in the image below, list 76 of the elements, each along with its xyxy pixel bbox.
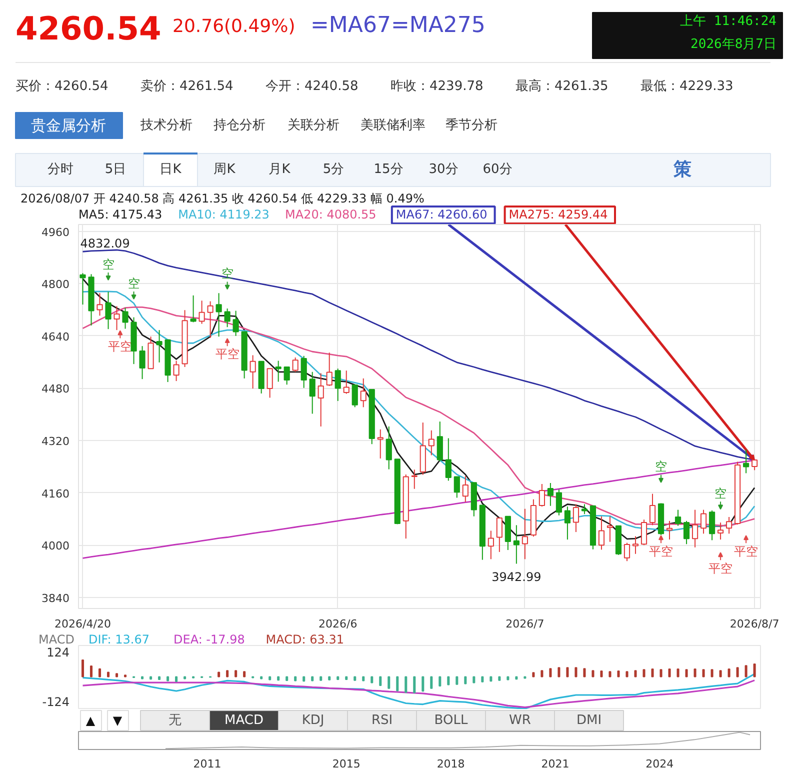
x-tick-label: 2026/8/7 bbox=[730, 618, 780, 630]
text: 60分 bbox=[482, 162, 512, 177]
text: DEA: -17.98 bbox=[174, 632, 245, 646]
text: 最低：4229.33 bbox=[640, 79, 734, 94]
text: 2026年8月7日 bbox=[690, 37, 777, 52]
text: KDJ bbox=[302, 713, 324, 728]
text: 卖价：4261.54 bbox=[140, 79, 234, 94]
x-tick-label: 2026/7 bbox=[506, 618, 544, 630]
y-tick-label: 3840 bbox=[42, 592, 70, 605]
x-tick-label: 2011 bbox=[193, 758, 222, 769]
annotation: 4832.09 bbox=[80, 236, 130, 251]
annotation: 空 bbox=[128, 276, 140, 290]
chart-title: MACD bbox=[38, 632, 74, 646]
y-tick-label: 4800 bbox=[42, 278, 70, 292]
text: ▼ bbox=[112, 714, 123, 728]
annotation: MA67: 4260.60 bbox=[396, 208, 488, 222]
y-tick-label: 4640 bbox=[42, 330, 70, 344]
text: 季节分析 bbox=[446, 118, 498, 133]
text: 贵金属分析 bbox=[31, 116, 106, 134]
x-tick-label: 2018 bbox=[436, 758, 465, 769]
x-tick-label: 2026/4/20 bbox=[54, 618, 111, 630]
chart-subtitle: 2026/08/07 开 4240.58 高 4261.35 收 4260.54 低 4229.33 幅 0.49% bbox=[20, 192, 424, 206]
text: 持仓分析 bbox=[214, 118, 266, 133]
x-tick-label: 2024 bbox=[646, 758, 674, 769]
annotation: 平空 bbox=[734, 544, 758, 558]
text: ▲ bbox=[86, 714, 96, 728]
text: 周K bbox=[214, 162, 236, 177]
text: BOLL bbox=[434, 713, 468, 728]
x-tick-label: 2026/6 bbox=[318, 618, 358, 630]
annotation: 空 bbox=[102, 257, 114, 272]
annotation: 空 bbox=[655, 460, 668, 474]
y-tick-label: -124 bbox=[42, 695, 70, 710]
text: 日K bbox=[160, 162, 182, 177]
text: =MA67=MA275 bbox=[310, 13, 486, 38]
text: 分时 bbox=[48, 162, 74, 177]
text: DMI bbox=[576, 713, 602, 728]
text: 4260.54 bbox=[16, 10, 162, 48]
text: 美联储利率 bbox=[360, 117, 426, 133]
text: MA10: 4119.23 bbox=[178, 208, 270, 222]
annotation: 3942.99 bbox=[492, 570, 542, 584]
text: 上午 11:46:24 bbox=[680, 14, 777, 29]
text: 20.76(0.49%) bbox=[172, 16, 296, 37]
text: MA20: 4080.55 bbox=[285, 208, 376, 222]
text: MACD bbox=[224, 713, 264, 728]
y-tick-label: 124 bbox=[46, 645, 70, 660]
text: MACD: 63.31 bbox=[266, 632, 344, 646]
text: MA5: 4175.43 bbox=[78, 208, 162, 222]
text: WR bbox=[509, 713, 531, 728]
x-tick-label: 2021 bbox=[541, 758, 570, 769]
y-tick-label: 4320 bbox=[42, 435, 70, 448]
y-tick-label: 4000 bbox=[42, 540, 70, 553]
text: RSI bbox=[371, 713, 393, 728]
y-tick-label: 4480 bbox=[42, 382, 70, 396]
text: 15分 bbox=[374, 162, 404, 177]
annotation: 平空 bbox=[708, 561, 733, 576]
y-tick-label: 4960 bbox=[42, 226, 70, 239]
text: 30分 bbox=[428, 162, 458, 177]
text: 买价：4260.54 bbox=[16, 79, 108, 94]
annotation: MA275: 4259.44 bbox=[508, 208, 608, 222]
text: DIF: 13.67 bbox=[88, 632, 150, 646]
text: 策 bbox=[672, 159, 692, 180]
annotation: 空 bbox=[221, 266, 234, 281]
text: 昨收：4239.78 bbox=[390, 79, 484, 94]
text: 无 bbox=[168, 713, 182, 728]
text: 5分 bbox=[322, 162, 344, 177]
annotation: 平空 bbox=[649, 544, 674, 558]
annotation: 空 bbox=[714, 486, 727, 500]
text: 关联分析 bbox=[288, 118, 340, 133]
text: 今开：4240.58 bbox=[266, 79, 358, 94]
x-tick-label: 2015 bbox=[332, 758, 360, 769]
text: 5日 bbox=[104, 162, 126, 177]
text: 技术分析 bbox=[140, 118, 192, 133]
y-tick-label: 4160 bbox=[42, 487, 70, 500]
annotation: 平空 bbox=[215, 347, 240, 362]
text: 最高：4261.35 bbox=[516, 78, 608, 94]
text: 月K bbox=[268, 162, 291, 177]
